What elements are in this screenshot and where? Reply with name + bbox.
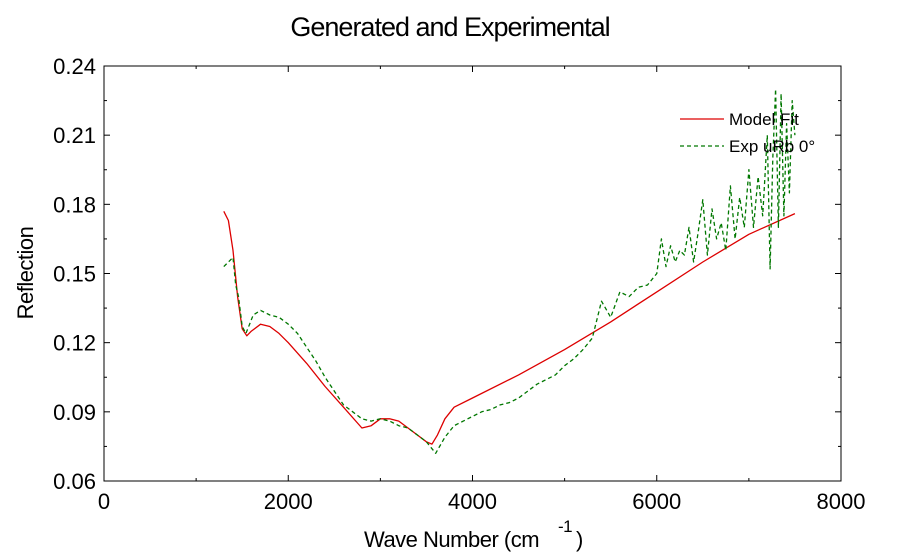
x-tick-label: 4000 bbox=[448, 489, 497, 514]
y-tick-label: 0.09 bbox=[53, 400, 96, 425]
legend: Model Fit Exp uRb 0° bbox=[680, 110, 815, 156]
x-axis: 0 2000 4000 6000 8000 bbox=[98, 66, 866, 514]
legend-label-model-fit: Model Fit bbox=[729, 110, 799, 129]
x-axis-label-suffix: ) bbox=[576, 527, 583, 552]
x-axis-label-group: Wave Number (cm -1 ) bbox=[364, 517, 583, 552]
series-layer bbox=[223, 88, 796, 454]
legend-label-exp: Exp uRb 0° bbox=[729, 137, 815, 156]
x-tick-label: 2000 bbox=[264, 489, 313, 514]
y-tick-label: 0.15 bbox=[53, 262, 96, 287]
y-tick-label: 0.24 bbox=[53, 54, 96, 79]
series-line-model-fit bbox=[223, 211, 796, 445]
y-tick-label: 0.12 bbox=[53, 331, 96, 356]
series-line-exp bbox=[223, 88, 796, 454]
y-tick-label: 0.06 bbox=[53, 469, 96, 494]
chart-title: Generated and Experimental bbox=[290, 12, 609, 42]
x-tick-label: 0 bbox=[98, 489, 110, 514]
y-tick-label: 0.21 bbox=[53, 123, 96, 148]
x-axis-label-superscript: -1 bbox=[558, 517, 572, 536]
x-tick-label: 8000 bbox=[817, 489, 866, 514]
y-axis: 0.06 0.09 0.12 0.15 0.18 0.21 0.24 bbox=[53, 54, 841, 494]
x-axis-label: Wave Number (cm bbox=[364, 527, 539, 552]
y-tick-label: 0.18 bbox=[53, 192, 96, 217]
y-axis-label: Reflection bbox=[13, 227, 38, 320]
x-tick-label: 6000 bbox=[632, 489, 681, 514]
